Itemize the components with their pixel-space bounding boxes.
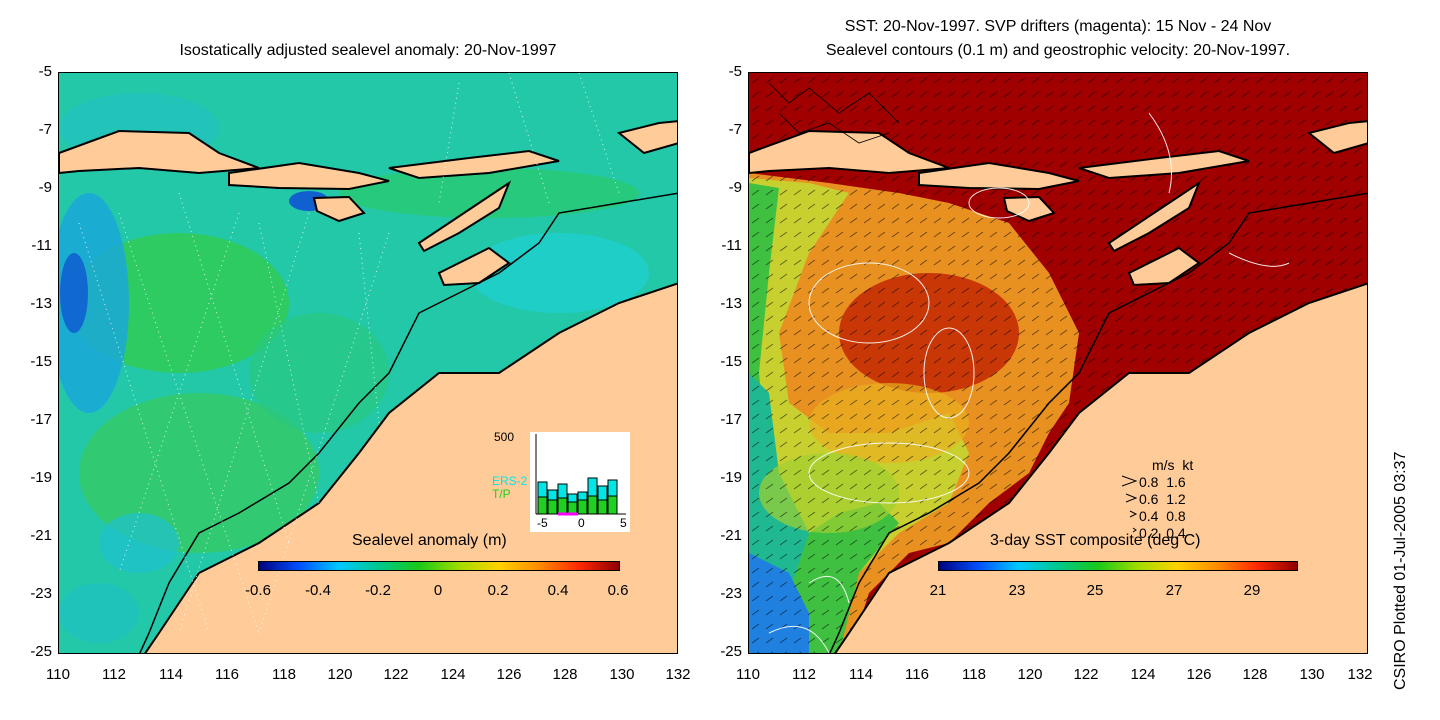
left-xtick: 116 <box>215 666 239 683</box>
velocity-legend-header: m/s kt <box>1152 457 1194 473</box>
right-ytick: -17 <box>720 411 742 428</box>
right-xtick: 116 <box>905 666 929 683</box>
right-xtick: 132 <box>1347 666 1373 683</box>
left-xtick: 114 <box>159 666 183 683</box>
right-ytick: -25 <box>720 643 742 660</box>
right-ytick: -21 <box>720 527 742 544</box>
inset-xtick-0: 0 <box>578 516 585 530</box>
sealevel-tick-6: 0.4 <box>547 582 569 599</box>
right-ytick: -19 <box>720 469 742 486</box>
left-xtick: 112 <box>102 666 126 683</box>
right-ytick: -23 <box>720 585 742 602</box>
sst-tick-21: 21 <box>929 582 947 599</box>
sealevel-colorbar <box>258 561 620 571</box>
sealevel-colorbar-title: Sealevel anomaly (m) <box>352 532 507 549</box>
left-ytick: -25 <box>30 643 52 660</box>
left-ytick: -13 <box>30 295 52 312</box>
sealevel-map <box>58 72 678 654</box>
inset-ymax-label: 500 <box>494 430 515 444</box>
sst-tick-25: 25 <box>1086 582 1104 599</box>
left-ytick: -23 <box>30 585 52 602</box>
left-xtick: 120 <box>327 666 353 683</box>
sealevel-tick-7: 0.6 <box>607 582 629 599</box>
sst-tick-27: 27 <box>1165 582 1183 599</box>
right-xtick: 112 <box>792 666 816 683</box>
right-ytick: -5 <box>728 63 742 80</box>
left-ytick: -7 <box>38 121 52 138</box>
left-xtick: 128 <box>552 666 578 683</box>
right-xtick: 114 <box>849 666 873 683</box>
right-xtick: 130 <box>1299 666 1325 683</box>
right-ytick: -13 <box>720 295 742 312</box>
left-ytick: -17 <box>30 411 52 428</box>
left-xtick: 110 <box>46 666 70 683</box>
left-ytick: -21 <box>30 527 52 544</box>
sst-tick-23: 23 <box>1008 582 1026 599</box>
sealevel-map-canvas <box>59 73 677 653</box>
velocity-legend-row: 0.4 0.8 <box>1139 508 1186 524</box>
right-xtick: 118 <box>962 666 986 683</box>
left-xtick: 126 <box>496 666 522 683</box>
sealevel-tick-5: 0.2 <box>487 582 509 599</box>
left-xtick: 118 <box>272 666 296 683</box>
plot-credit: CSIRO Plotted 01-Jul-2005 03:37 <box>1392 451 1409 690</box>
right-xtick: 126 <box>1186 666 1212 683</box>
left-ytick: -11 <box>31 237 52 254</box>
velocity-legend-row: 0.8 1.6 <box>1139 474 1186 490</box>
inset-legend-tp: T/P <box>492 487 511 501</box>
sealevel-tick-4: 0 <box>433 582 443 599</box>
left-xtick: 130 <box>609 666 635 683</box>
sealevel-tick-2: -0.4 <box>305 582 331 599</box>
right-panel-title-line1: SST: 20-Nov-1997. SVP drifters (magenta)… <box>844 18 1272 35</box>
inset-legend-ers2: ERS-2 <box>492 474 528 488</box>
velocity-legend-arrows <box>1121 475 1138 533</box>
right-ytick: -11 <box>721 237 742 254</box>
left-ytick: -5 <box>38 63 52 80</box>
right-xtick: 122 <box>1073 666 1099 683</box>
inset-xtick-5: 5 <box>620 516 627 530</box>
sst-map-canvas <box>749 73 1367 653</box>
right-xtick: 110 <box>736 666 760 683</box>
velocity-legend-row: 0.2 0.4 <box>1139 525 1186 541</box>
sst-tick-29: 29 <box>1243 582 1261 599</box>
left-xtick: 124 <box>440 666 466 683</box>
sealevel-tick-1: -0.6 <box>245 582 271 599</box>
velocity-legend-row: 0.6 1.2 <box>1139 491 1186 507</box>
right-xtick: 120 <box>1017 666 1043 683</box>
right-xtick: 128 <box>1242 666 1268 683</box>
australia-land <box>144 282 677 653</box>
right-ytick: -7 <box>728 121 742 138</box>
sealevel-tick-3: -0.2 <box>365 582 391 599</box>
left-ytick: -15 <box>30 353 52 370</box>
right-ytick: -15 <box>720 353 742 370</box>
inset-xtick-neg5: -5 <box>537 516 548 530</box>
right-ytick: -9 <box>728 179 742 196</box>
left-xtick: 122 <box>383 666 409 683</box>
right-panel-title-line2: Sealevel contours (0.1 m) and geostrophi… <box>825 42 1291 59</box>
left-xtick: 132 <box>665 666 691 683</box>
left-ytick: -19 <box>30 469 52 486</box>
australia-land-sst <box>834 282 1367 653</box>
left-panel-title: Isostatically adjusted sealevel anomaly:… <box>179 42 557 59</box>
sst-map <box>748 72 1368 654</box>
right-xtick: 124 <box>1130 666 1156 683</box>
left-ytick: -9 <box>38 179 52 196</box>
sst-colorbar-title: 3-day SST composite (deg C) <box>990 532 1201 549</box>
sst-colorbar <box>938 561 1298 571</box>
inset-histogram <box>530 432 630 532</box>
